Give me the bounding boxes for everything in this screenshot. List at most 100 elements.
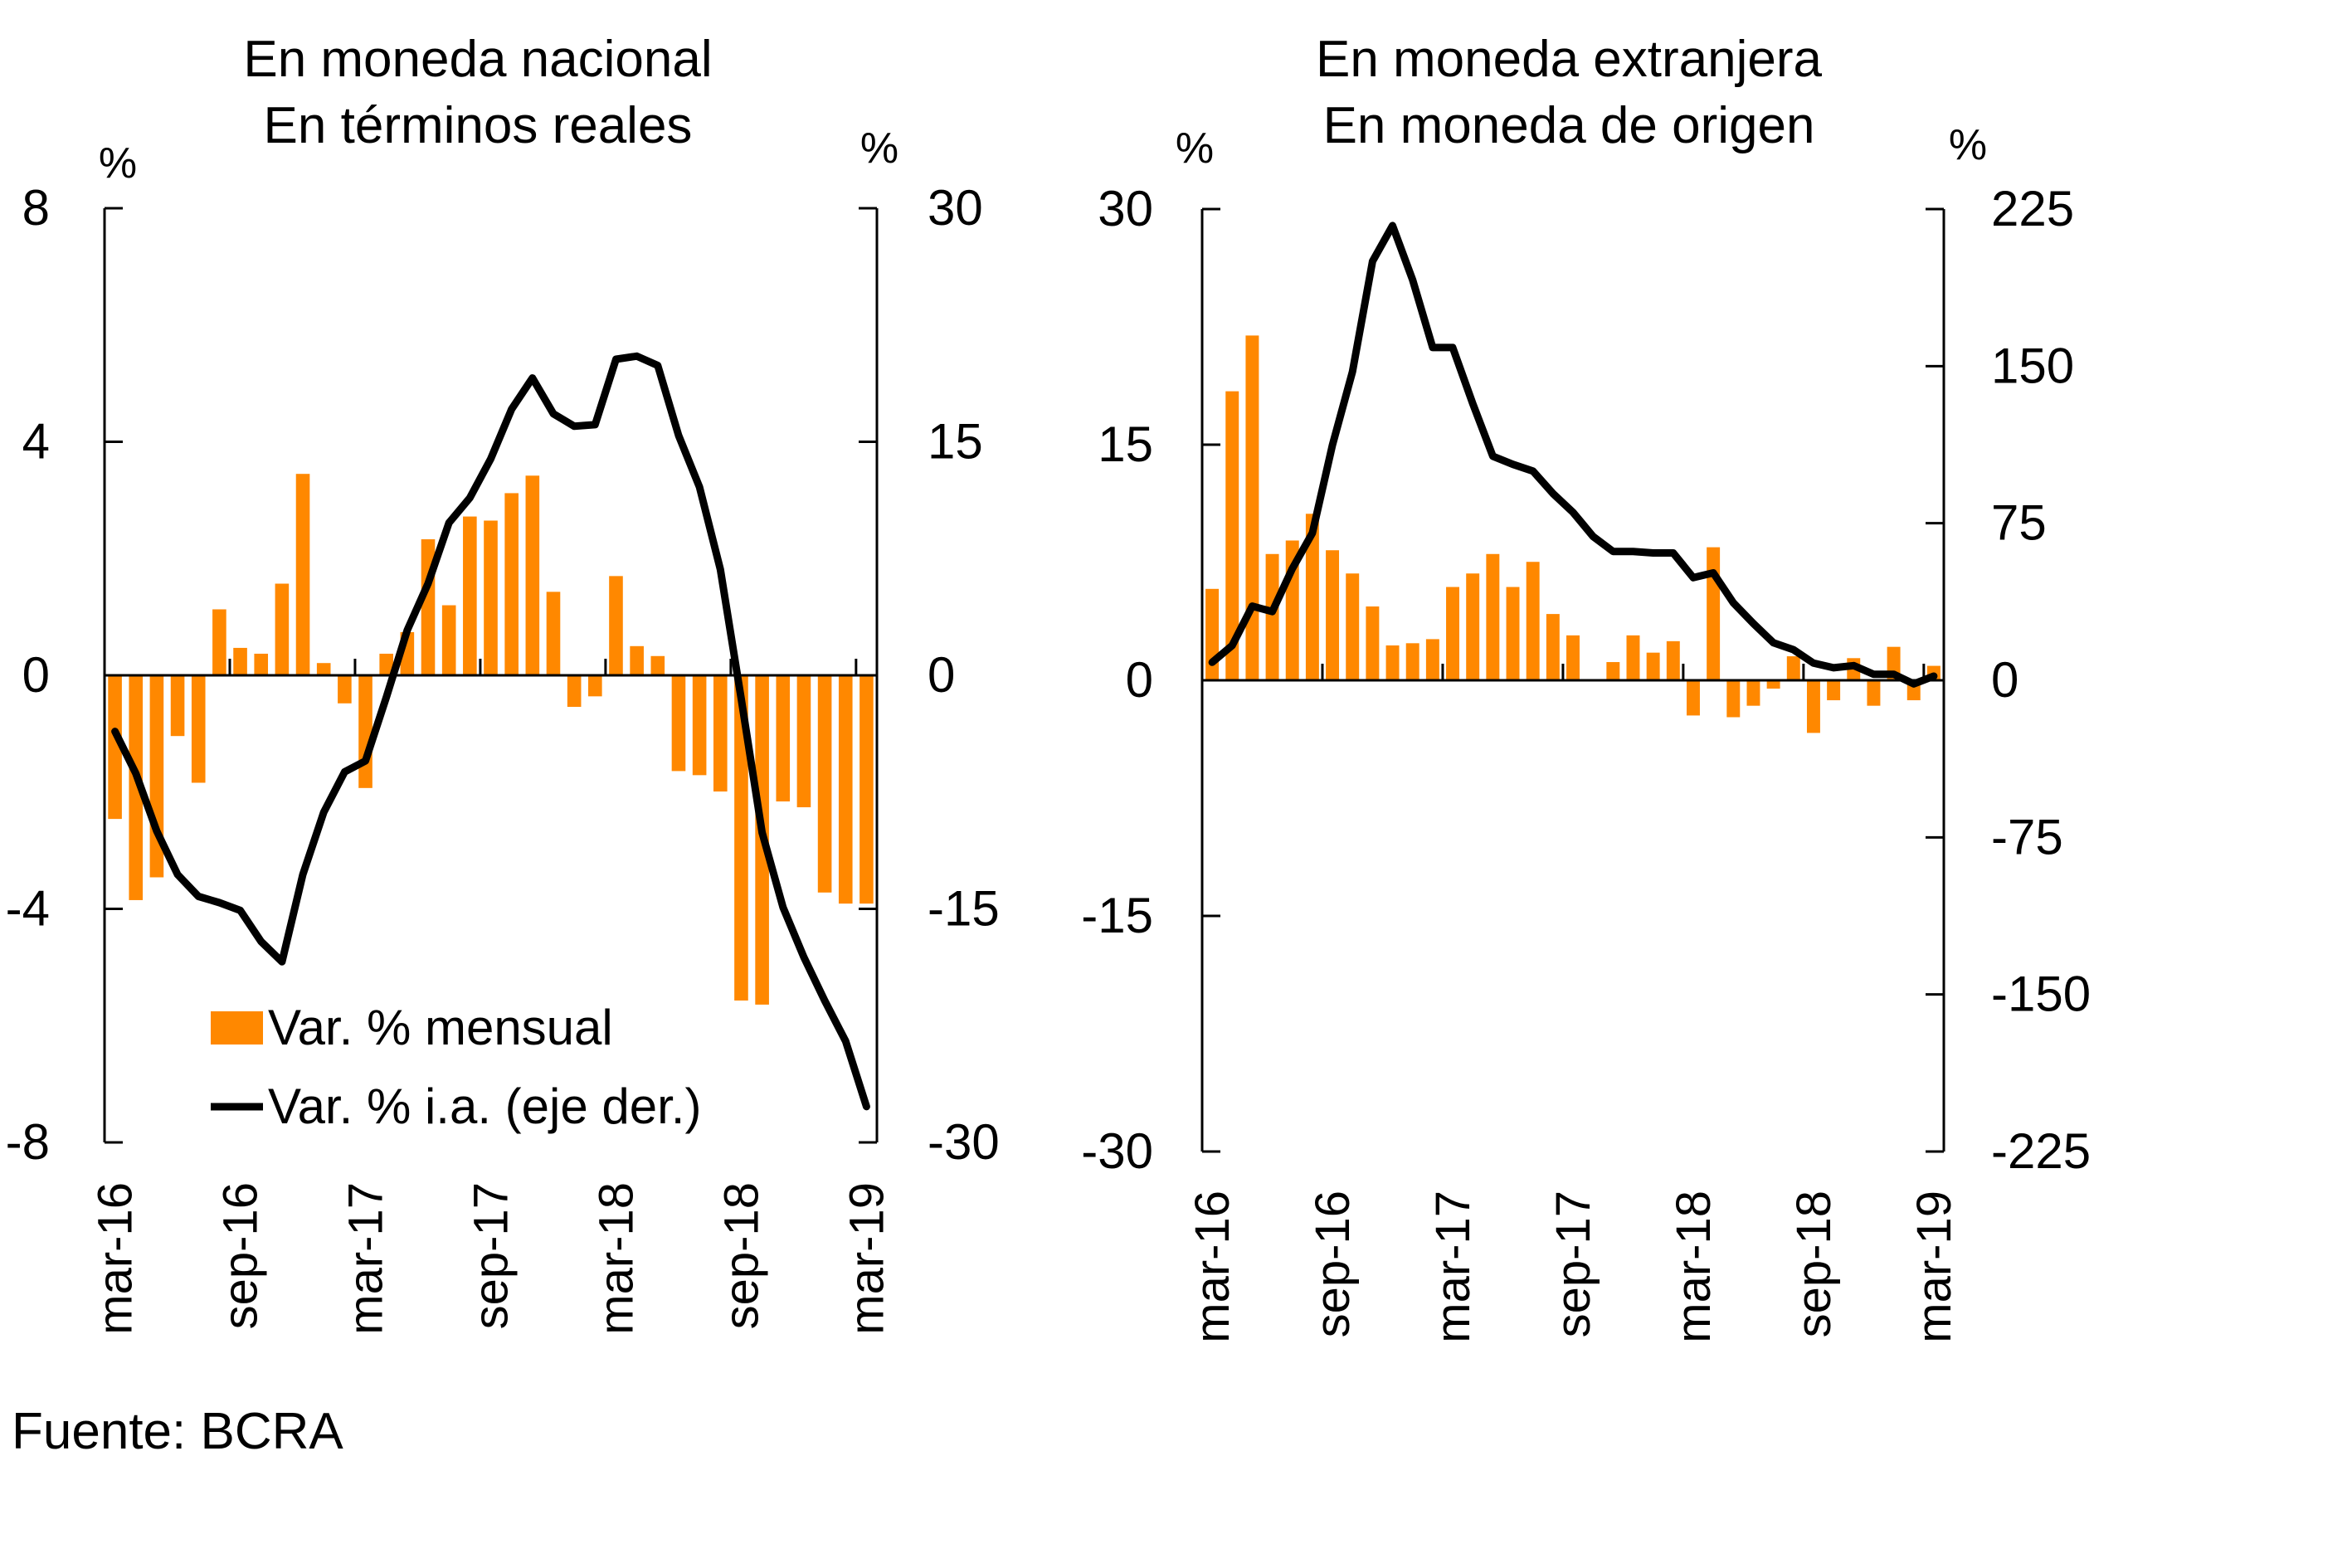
right-tick-label: 15 xyxy=(928,414,983,470)
bar xyxy=(504,493,519,675)
line-series xyxy=(1208,222,1938,688)
source-note: Fuente: BCRA xyxy=(12,1403,343,1460)
left-tick-label: 15 xyxy=(1098,416,1153,472)
bar xyxy=(859,675,874,904)
right-axis-unit: % xyxy=(860,124,898,173)
left-tick-label: 0 xyxy=(1126,652,1153,708)
bar xyxy=(1225,391,1239,680)
left-tick-label: -30 xyxy=(1081,1123,1153,1179)
bar xyxy=(275,583,290,675)
right-tick-label: -75 xyxy=(1991,809,2063,864)
x-tick-label: mar-16 xyxy=(1186,1191,1239,1343)
panel-moneda-nacional: En moneda nacional En términos reales % … xyxy=(6,31,1000,1335)
bar xyxy=(233,647,247,675)
bar xyxy=(1405,643,1419,680)
x-tick-label: mar-18 xyxy=(1667,1191,1721,1343)
x-tick-label: sep-18 xyxy=(1787,1191,1841,1337)
bar xyxy=(1626,635,1640,680)
legend-label-line: Var. % i.a. (eje der.) xyxy=(268,1079,701,1134)
bar xyxy=(546,592,561,675)
right-tick-label: 30 xyxy=(928,180,983,236)
line-path xyxy=(111,352,870,1111)
bar xyxy=(1346,573,1360,680)
panel-title-line-1: En moneda nacional xyxy=(243,31,712,88)
legend-swatch-bar xyxy=(211,1011,263,1045)
panel-title-line-2: En moneda de origen xyxy=(1323,97,1815,154)
bar xyxy=(671,675,686,772)
bar-series xyxy=(108,474,874,1005)
line-series xyxy=(111,352,870,1111)
bar xyxy=(1446,587,1460,680)
bar xyxy=(1766,680,1780,689)
bar xyxy=(776,675,791,802)
bar xyxy=(1326,550,1340,680)
x-tick-label: mar-19 xyxy=(1907,1191,1961,1343)
x-tick-label: sep-17 xyxy=(1546,1191,1600,1337)
panel-title-line-2: En términos reales xyxy=(264,97,693,154)
bar xyxy=(588,675,602,697)
bar xyxy=(1566,635,1580,680)
bar xyxy=(129,675,144,900)
bar xyxy=(254,653,269,675)
bar xyxy=(1546,614,1560,680)
bar xyxy=(1827,680,1841,701)
bar xyxy=(463,516,477,675)
bar xyxy=(1425,639,1439,680)
right-tick-label: 225 xyxy=(1991,181,2074,236)
bar xyxy=(1506,587,1520,680)
bar xyxy=(379,653,393,675)
left-axis-unit: % xyxy=(99,139,137,187)
left-tick-label: 30 xyxy=(1098,181,1153,236)
bar xyxy=(1466,573,1480,680)
bar xyxy=(441,605,456,675)
right-tick-label: 0 xyxy=(928,647,955,703)
bar xyxy=(108,675,122,820)
x-tick-label: mar-16 xyxy=(89,1182,143,1335)
bar xyxy=(1385,645,1400,680)
x-tick-label: sep-18 xyxy=(714,1182,768,1329)
right-axis-unit: % xyxy=(1949,121,1987,169)
bar xyxy=(1726,680,1741,718)
bar xyxy=(358,675,373,788)
bar-series xyxy=(1205,335,1941,733)
bar xyxy=(1806,680,1820,733)
bar xyxy=(734,675,748,1001)
x-tick-label: mar-18 xyxy=(589,1182,643,1335)
bar xyxy=(1265,553,1279,680)
legend: Var. % mensual Var. % i.a. (eje der.) xyxy=(211,1000,701,1134)
right-tick-label: 0 xyxy=(1991,652,2018,708)
left-tick-label: 4 xyxy=(22,414,50,470)
right-tick-label: 75 xyxy=(1991,495,2047,551)
left-axis-unit: % xyxy=(1176,124,1214,173)
bar xyxy=(1486,553,1500,680)
bar xyxy=(713,675,728,792)
left-tick-label: -4 xyxy=(6,881,50,937)
bar xyxy=(1707,547,1721,680)
tick-labels: 8 4 0 -4 -8 30 15 0 -15 -30 mar-16 sep-16 mar-17 sep-… xyxy=(6,180,1000,1335)
axes xyxy=(1200,207,1945,1153)
bar xyxy=(1526,562,1540,680)
right-tick-label: 150 xyxy=(1991,338,2074,393)
bar xyxy=(1666,640,1680,680)
bar xyxy=(191,675,206,783)
axes xyxy=(103,207,879,1144)
bar xyxy=(525,475,540,675)
bar xyxy=(630,645,644,675)
bar xyxy=(567,675,582,708)
x-tick-label: mar-17 xyxy=(339,1182,393,1335)
x-tick-label: mar-17 xyxy=(1426,1191,1480,1343)
left-tick-label: 0 xyxy=(22,647,50,703)
bar xyxy=(212,609,226,675)
bar xyxy=(484,520,498,675)
left-tick-label: -15 xyxy=(1081,888,1153,943)
bar xyxy=(1786,656,1800,680)
right-tick-label: -150 xyxy=(1991,967,2091,1022)
bar xyxy=(1867,680,1881,706)
bar xyxy=(1305,514,1319,680)
left-tick-label: -8 xyxy=(6,1114,50,1170)
panel-title-line-1: En moneda extranjera xyxy=(1316,31,1823,88)
bar xyxy=(692,675,707,776)
bar xyxy=(1245,335,1259,680)
